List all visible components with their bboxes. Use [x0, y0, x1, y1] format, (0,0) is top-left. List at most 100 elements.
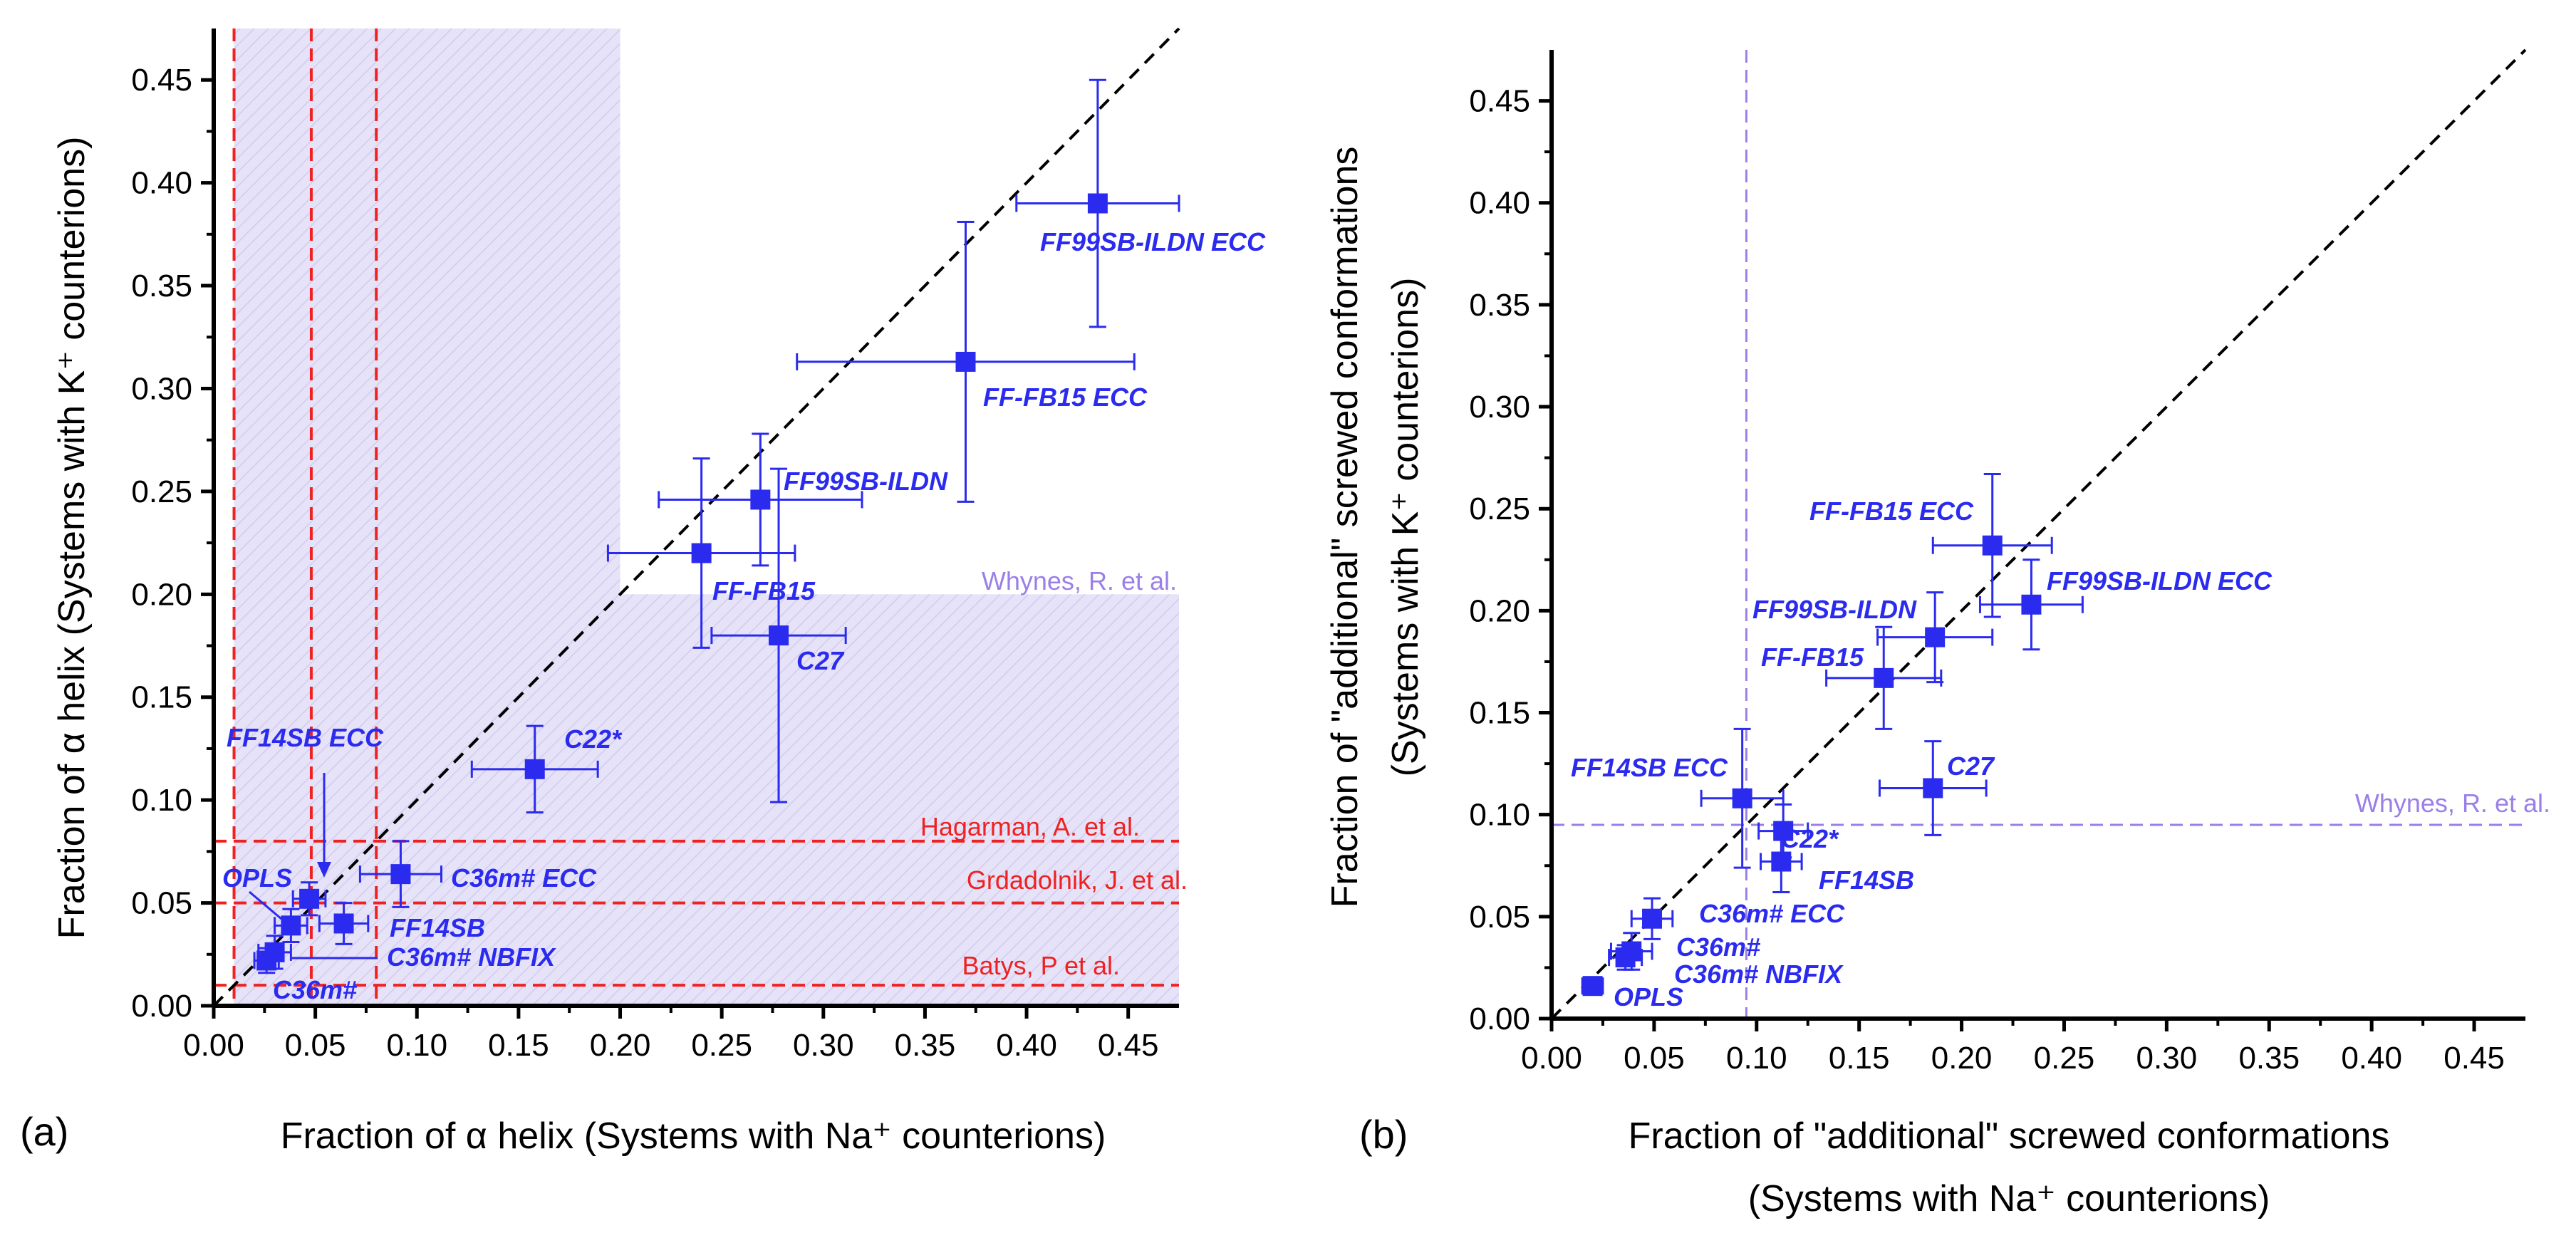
panel-a-x-tick-label: 0.40 [996, 1028, 1057, 1063]
data-point-label: FF99SB-ILDN ECC [1040, 227, 1266, 256]
data-point-marker [1982, 535, 2003, 556]
panel-a-point-ff-fb15-ecc: FF-FB15 ECC [796, 221, 1148, 503]
panel-a-x-tick-label: 0.20 [590, 1028, 651, 1063]
panel-b-ylabel-line1: Fraction of "additional" screwed conform… [1324, 147, 1366, 908]
panel-b-ylabel-line2: (Systems with K⁺ counterions) [1385, 278, 1426, 777]
data-point-label: OPLS [222, 863, 292, 893]
panel-b-y-tick-label: 0.25 [1469, 491, 1530, 526]
panel-a-label: (a) [20, 1109, 68, 1154]
data-point-label: C22* [564, 724, 623, 754]
panel-b-point-ff14sb-ecc: FF14SB ECC [1571, 727, 1785, 869]
panel-b-x-tick-label: 0.45 [2443, 1041, 2505, 1076]
panel-a-y-tick-label: 0.45 [131, 63, 192, 98]
data-point-label: C27 [1947, 751, 1995, 781]
data-point-marker [1874, 667, 1894, 688]
panel-a-y-tick-label: 0.25 [131, 474, 192, 509]
panel-a-ref-batys: Batys, P et al. [962, 951, 1120, 980]
panel-b-y-tick-label: 0.05 [1469, 900, 1530, 935]
panel-a-point-c36m: C36m# [253, 947, 357, 1004]
data-point-marker [1582, 976, 1603, 997]
panel-b-x-tick-label: 0.05 [1624, 1041, 1685, 1076]
data-point-marker [955, 351, 976, 372]
panel-b-ref-whynes: Whynes, R. et al. [2355, 789, 2550, 818]
panel-a-xlabel: Fraction of α helix (Systems with Na⁺ co… [281, 1115, 1106, 1157]
data-point-marker [1732, 788, 1752, 808]
panel-b-point-ff14sb: FF14SB [1760, 830, 1914, 895]
panel-a-y-tick-label: 0.20 [131, 577, 192, 612]
panel-a-region-whynes: Whynes, R. et al. [982, 566, 1177, 595]
panel-b-point-ff99sb-ildn-ecc: FF99SB-ILDN ECC [1978, 558, 2273, 651]
panel-b-chart: 0.00 0.00 0.05 0.05 0.10 0.10 0.15 0.15 0.20 0.20… [1324, 48, 2550, 1219]
panel-b-x-tick-label: 0.15 [1829, 1041, 1890, 1076]
data-point-marker [1642, 908, 1663, 929]
panel-a-point-ff14sb: FF14SB [318, 902, 485, 945]
data-point-label: FF99SB-ILDN [1752, 595, 1917, 624]
panel-a-point-ff99sb-ildn-ecc: FF99SB-ILDN ECC [1015, 78, 1266, 328]
data-point-label: C36m# [1676, 932, 1760, 962]
panel-a-y-tick-label: 0.40 [131, 166, 192, 201]
panel-a-ref-hagarman: Hagarman, A. et al. [920, 812, 1140, 841]
panel-b-y-tick-label: 0.45 [1469, 84, 1530, 119]
data-point-marker [2021, 594, 2042, 615]
data-point-marker [1771, 851, 1792, 872]
data-point-label: FF-FB15 ECC [1809, 496, 1974, 526]
panel-a-y-tick-label: 0.05 [131, 886, 192, 921]
data-point-marker [1087, 193, 1108, 214]
panel-a-y-tick-label: 0.00 [131, 989, 192, 1024]
panel-a-arrowhead-ff14sb-ecc [317, 862, 331, 878]
panel-b-y-tick-label: 0.10 [1469, 798, 1530, 833]
data-point-marker [1923, 778, 1943, 799]
data-point-marker [333, 913, 354, 934]
panel-a-point-ff14sb-ecc: FF14SB ECC [227, 723, 384, 917]
data-point-label: C36m# [273, 975, 357, 1004]
panel-a-x-tick-label: 0.00 [183, 1028, 244, 1063]
panel-a-x-tick-label: 0.15 [488, 1028, 549, 1063]
panel-b-x-tick-label: 0.25 [2034, 1041, 2095, 1076]
data-point-label: C22* [1781, 824, 1839, 853]
panel-b-x-tick-label: 0.10 [1726, 1041, 1787, 1076]
panel-b-point-ff-fb15-ecc: FF-FB15 ECC [1809, 473, 2053, 618]
data-point-label: FF-FB15 [712, 576, 816, 605]
panel-b-xlabel-line2: (Systems with Na⁺ counterions) [1748, 1178, 2270, 1219]
panel-a-x-tick-label: 0.10 [386, 1028, 447, 1063]
panel-b-y-tick-label: 0.40 [1469, 186, 1530, 221]
panel-b-label: (b) [1359, 1112, 1408, 1157]
data-point-label: C27 [796, 646, 845, 675]
panel-a-x-tick-label: 0.35 [895, 1028, 956, 1063]
panel-a-point-ff99sb-ildn: FF99SB-ILDN [658, 432, 948, 567]
panel-a-shaded-region [620, 594, 1179, 1006]
panel-b-x-tick-label: 0.20 [1931, 1041, 1993, 1076]
panel-b-y-tick-label: 0.20 [1469, 593, 1530, 628]
panel-a-point-c27: C27 [710, 467, 847, 803]
data-point-marker [299, 888, 320, 909]
data-point-label: C36m# NBFIX [387, 942, 556, 972]
data-point-label: FF14SB [390, 913, 485, 942]
data-point-label: FF14SB [1819, 865, 1914, 895]
data-point-label: FF99SB-ILDN [784, 467, 948, 496]
panel-b-point-ff99sb-ildn: FF99SB-ILDN [1752, 591, 1994, 684]
panel-a-diagonal [212, 27, 1180, 1007]
panel-a-x-tick-label: 0.45 [1098, 1028, 1159, 1063]
data-point-marker [769, 625, 789, 646]
panel-b-point-c22: C22* [1757, 803, 1839, 859]
data-point-marker [390, 864, 411, 885]
panel-a-y-tick-label: 0.10 [131, 783, 192, 818]
panel-b-x-tick-label: 0.35 [2238, 1041, 2300, 1076]
data-point-marker [750, 489, 771, 510]
panel-b-x-tick-label: 0.40 [2341, 1041, 2402, 1076]
panel-a-x-tick-label: 0.25 [691, 1028, 752, 1063]
panel-a-x-tick-label: 0.30 [793, 1028, 854, 1063]
data-point-label: FF-FB15 ECC [983, 383, 1148, 412]
panel-b-x-tick-label: 0.30 [2136, 1041, 2198, 1076]
panel-a-y-tick-label: 0.15 [131, 680, 192, 715]
panel-b-x-tick-label: 0.00 [1521, 1041, 1582, 1076]
data-point-marker [281, 915, 301, 936]
data-point-marker [524, 759, 545, 779]
panel-b-xlabel-line1: Fraction of "additional" screwed conform… [1629, 1115, 2390, 1157]
panel-a-ref-grdadolnik: Grdadolnik, J. et al. [967, 865, 1188, 895]
panel-b-diagonal [1550, 48, 2527, 1020]
panel-a-point-opls: OPLS [222, 863, 308, 943]
panel-b-y-tick-label: 0.15 [1469, 696, 1530, 731]
panel-a-point-c22: C22* [470, 724, 623, 813]
